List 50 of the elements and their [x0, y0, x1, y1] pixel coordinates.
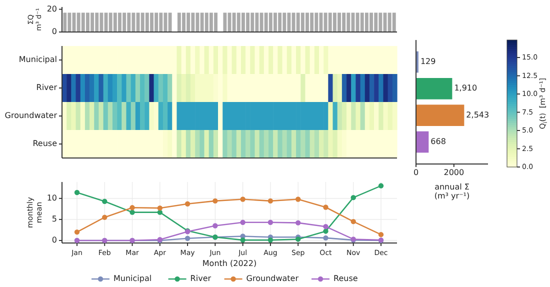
point: [378, 183, 384, 188]
point: [212, 198, 218, 204]
point: [268, 198, 274, 204]
data-label: 129: [420, 57, 436, 66]
point: [102, 214, 108, 220]
y-tick-label: 0: [52, 236, 57, 245]
point: [130, 210, 135, 215]
y-tick-label: Municipal: [18, 55, 57, 64]
point: [323, 228, 328, 234]
point: [378, 232, 384, 238]
point: [295, 196, 301, 202]
point: [323, 235, 328, 241]
x-tick-label: 2000: [444, 168, 464, 178]
point: [350, 194, 356, 200]
point: [212, 223, 218, 228]
legend-label: Reuse: [334, 274, 358, 284]
point: [323, 224, 328, 230]
legend-label: Municipal: [114, 274, 152, 284]
point: [295, 220, 301, 226]
point: [102, 198, 108, 204]
point: [74, 229, 80, 235]
y-tick-label: 20: [46, 4, 57, 14]
y-tick-label: 10: [46, 194, 57, 203]
bar: [416, 104, 464, 126]
point: [184, 201, 190, 206]
data-label: 2,543: [466, 110, 490, 120]
data-label: 668: [430, 137, 446, 146]
point: [240, 220, 246, 225]
point: [240, 196, 246, 202]
point: [350, 218, 356, 224]
legend-label: Groundwater: [246, 274, 300, 284]
point: [74, 190, 80, 196]
y-tick-label: Reuse: [32, 139, 58, 148]
point: [184, 236, 190, 241]
point: [323, 204, 328, 210]
point: [268, 237, 274, 243]
point: [157, 205, 163, 211]
data-label: 1,910: [454, 84, 478, 93]
y-tick-label: Groundwater: [4, 111, 58, 120]
y-tick-label: 0: [52, 27, 57, 36]
bar: [416, 131, 429, 153]
x-axis-title: annual Σ (m³ yr⁻¹): [434, 182, 470, 201]
x-axis-title: Month (2022): [202, 259, 257, 268]
y-tick-label: 5: [52, 214, 57, 224]
bar: [416, 78, 452, 100]
y-tick-label: River: [36, 83, 58, 92]
legend-label: River: [190, 274, 212, 284]
point: [268, 220, 274, 225]
point: [240, 237, 246, 243]
point: [130, 205, 135, 210]
